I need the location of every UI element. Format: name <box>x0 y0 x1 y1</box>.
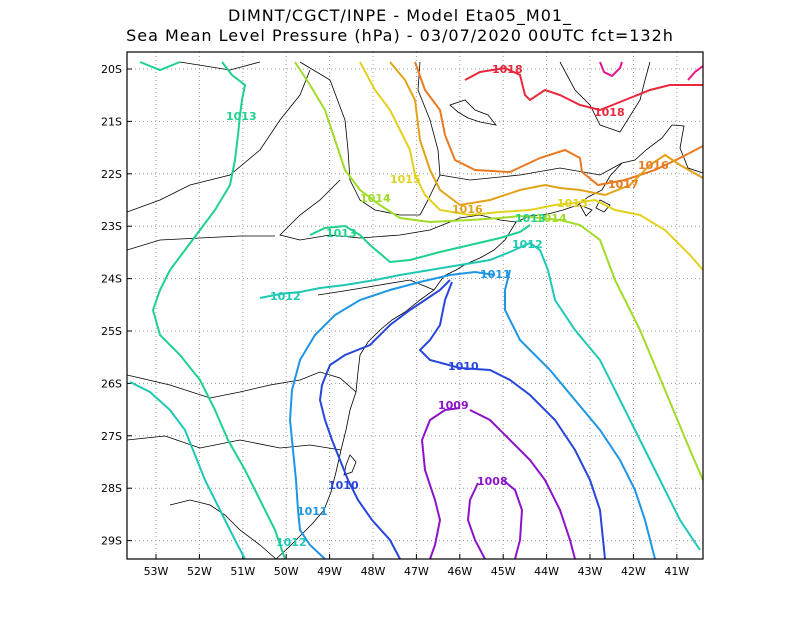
isobar-1019 <box>599 61 623 78</box>
x-tick-label: 42W <box>621 565 646 578</box>
contour-label: 1012 <box>276 536 307 549</box>
y-tick-label: 29S <box>101 535 122 548</box>
contour-label: 1011 <box>480 268 511 281</box>
contour-label: 1010 <box>328 479 359 492</box>
x-tick-label: 50W <box>274 565 299 578</box>
chart-title-line-2: Sea Mean Level Pressure (hPa) - 03/07/20… <box>126 26 674 45</box>
isobar-1016 <box>389 61 704 207</box>
map-frame <box>126 51 704 560</box>
coastline <box>275 124 704 560</box>
isobar-1019-b <box>687 65 704 81</box>
chart-title-line-1: DIMNT/CGCT/INPE - Model Eta05_M01_ <box>227 6 573 25</box>
contour-label: 1013 <box>326 227 357 240</box>
longitude-tick-labels: 53W 52W 51W 50W 49W 48W 47W 46W 45W 44W 43W 42W 41W <box>144 565 690 578</box>
x-tick-label: 48W <box>361 565 386 578</box>
contour-label: 1018 <box>492 63 523 76</box>
isobar-1015 <box>359 61 704 271</box>
coastline-borders <box>126 61 704 560</box>
y-tick-label: 28S <box>101 482 122 495</box>
y-tick-label: 27S <box>101 430 122 443</box>
isobar-1008-b <box>502 479 524 560</box>
lat-lon-grid <box>127 52 703 559</box>
y-tick-label: 20S <box>101 63 122 76</box>
contour-labels: 1018 1018 1017 1016 1016 1015 1015 1014 … <box>226 63 669 549</box>
isobar-1013-left <box>151 61 286 560</box>
state-border-mg-rj <box>439 162 623 181</box>
isobar-1011 <box>288 270 496 560</box>
y-tick-label: 26S <box>101 377 122 390</box>
y-tick-label: 23S <box>101 220 122 233</box>
border-paraguay-south <box>126 235 275 251</box>
isobar-1009-b <box>469 409 576 560</box>
isobar-1014 <box>294 61 704 481</box>
state-border-ms-go <box>179 61 261 71</box>
x-tick-label: 43W <box>578 565 603 578</box>
x-tick-label: 46W <box>447 565 472 578</box>
border-uruguay <box>169 499 277 560</box>
isobar-1011-right <box>504 269 656 560</box>
baia-de-guanabara <box>579 204 593 217</box>
x-tick-label: 45W <box>491 565 516 578</box>
reservoir <box>595 199 611 213</box>
contour-label: 1012 <box>270 290 301 303</box>
contour-label: 1011 <box>297 505 328 518</box>
y-tick-label: 25S <box>101 325 122 338</box>
contour-label: 1018 <box>594 106 625 119</box>
isobar-1013-top <box>139 61 181 72</box>
isobars <box>129 61 704 560</box>
x-tick-label: 52W <box>187 565 212 578</box>
state-border-sc-rs <box>126 435 342 451</box>
lagoa-dos-patos <box>343 454 357 476</box>
isobar-1010 <box>318 279 451 560</box>
y-tick-label: 24S <box>101 273 122 286</box>
isobar-1013-mid <box>309 224 531 264</box>
contour-label: 1013 <box>226 110 257 123</box>
state-border-mg-es <box>559 61 651 133</box>
inland-lakes <box>449 99 497 126</box>
contour-label: 1010 <box>448 360 479 373</box>
isobar-1008 <box>466 482 486 560</box>
contour-label: 1012 <box>512 238 543 251</box>
contour-label: 1014 <box>360 192 391 205</box>
contour-label: 1014 <box>536 212 567 225</box>
x-tick-label: 51W <box>230 565 255 578</box>
x-tick-label: 53W <box>144 565 169 578</box>
contour-label: 1009 <box>438 399 469 412</box>
isobar-1010-b <box>418 281 606 560</box>
contour-label: 1016 <box>638 159 669 172</box>
x-tick-label: 41W <box>664 565 689 578</box>
x-tick-label: 44W <box>534 565 559 578</box>
y-tick-label: 22S <box>101 168 122 181</box>
border-paraguay <box>126 69 311 213</box>
latitude-tick-labels: 20S 21S 22S 23S 24S 25S 26S 27S 28S 29S <box>101 63 122 548</box>
state-border-mg-sp <box>417 61 441 216</box>
contour-label: 1015 <box>557 197 588 210</box>
isobar-1012 <box>129 381 246 560</box>
border-argentina <box>126 371 357 399</box>
y-tick-label: 21S <box>101 115 122 128</box>
contour-label: 1017 <box>608 178 639 191</box>
x-tick-label: 47W <box>404 565 429 578</box>
contour-label: 1013 <box>515 212 546 225</box>
isobar-1012-mid <box>259 241 701 551</box>
isobar-1009 <box>420 407 461 560</box>
contour-label: 1015 <box>390 173 421 186</box>
contour-label: 1016 <box>452 203 483 216</box>
isobar-1018 <box>464 66 703 112</box>
x-tick-label: 49W <box>317 565 342 578</box>
contour-label: 1008 <box>477 475 508 488</box>
